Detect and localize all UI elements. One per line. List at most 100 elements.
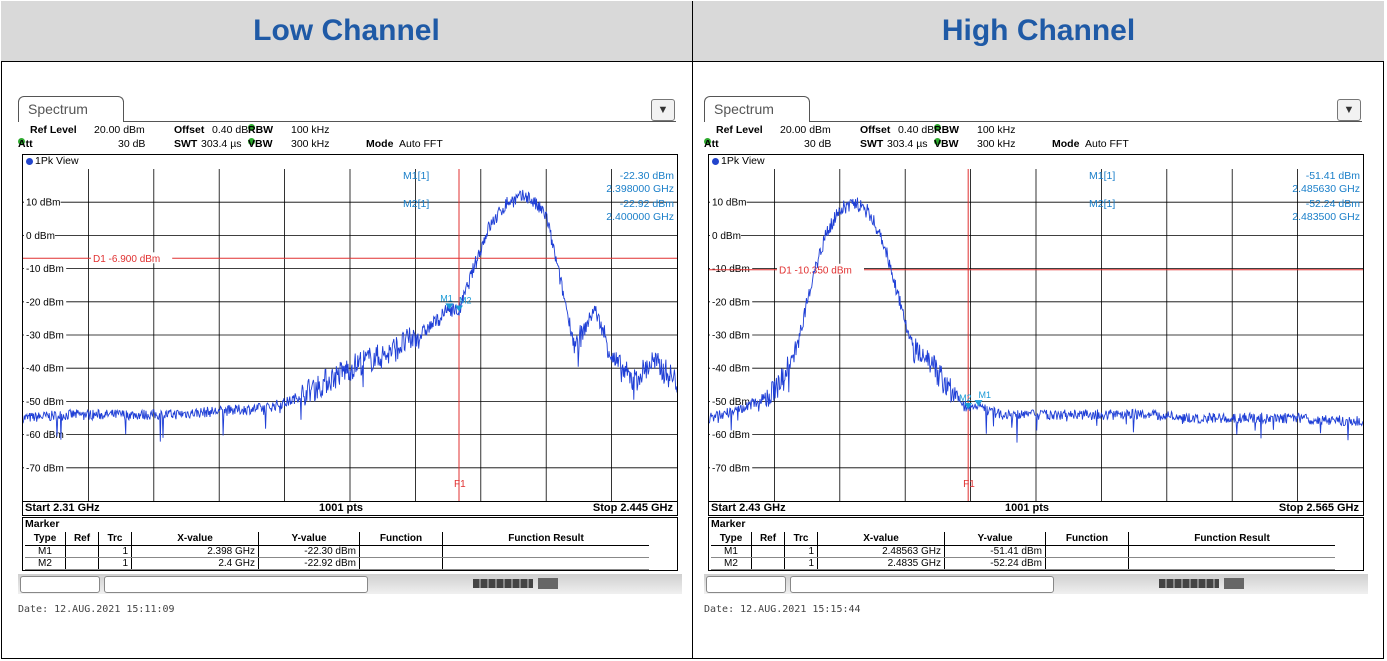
offset-value: 0.40 dB bbox=[212, 124, 249, 136]
rbw-value: 100 kHz bbox=[291, 124, 330, 136]
stop-frequency: Stop 2.565 GHz bbox=[1278, 502, 1359, 514]
y-tick-label: -30 dBm bbox=[712, 331, 750, 342]
y-tick-label: 0 dBm bbox=[712, 231, 741, 242]
status-field-2[interactable] bbox=[104, 576, 368, 593]
col-x-value: X-value bbox=[817, 532, 945, 546]
att-label: Att bbox=[704, 138, 719, 150]
col-function: Function bbox=[359, 532, 443, 546]
marker-grid: Type Ref Trc X-value Y-value Function Fu… bbox=[25, 532, 649, 570]
y-tick-label-bg bbox=[710, 196, 747, 208]
offset-label: Offset bbox=[174, 124, 205, 136]
marker-table-title: Marker bbox=[25, 518, 60, 530]
y-tick-label: -70 dBm bbox=[26, 463, 64, 474]
y-tick-label-bg bbox=[710, 395, 753, 407]
y-tick-label-bg bbox=[710, 295, 753, 307]
mode-label: Mode bbox=[366, 138, 394, 150]
marker-triangle bbox=[455, 305, 463, 312]
mode-label: Mode bbox=[1052, 138, 1080, 150]
y-tick-label-bg bbox=[24, 362, 67, 374]
spectrum-tab[interactable]: Spectrum bbox=[704, 96, 810, 122]
menu-icon[interactable]: ▼ bbox=[1337, 99, 1361, 121]
low-channel-panel: Spectrum ▼ Ref Level 20.00 dBm Offset 0.… bbox=[18, 96, 682, 616]
marker-readout-frequency: 2.485630 GHz bbox=[1292, 183, 1360, 195]
points-count: 1001 pts bbox=[1005, 502, 1050, 514]
vbw-value: 300 kHz bbox=[291, 138, 330, 150]
view-label: 1Pk View bbox=[712, 155, 765, 167]
mode-value: Auto FFT bbox=[1085, 138, 1129, 150]
y-tick-label-bg bbox=[24, 395, 67, 407]
frequency-line-label: F1 bbox=[454, 479, 466, 490]
plot-frame: 10 dBm 0 dBm -10 dBm -20 dBm -30 dBm -40 dBm -… bbox=[708, 154, 1364, 502]
view-label: 1Pk View bbox=[26, 155, 79, 167]
spectrum-trace bbox=[23, 189, 677, 442]
date-stamp: Date: 12.AUG.2021 15:15:44 bbox=[704, 604, 861, 615]
swt-value: 303.4 µs bbox=[201, 138, 242, 150]
status-field-1[interactable] bbox=[706, 576, 786, 593]
att-status-dot bbox=[18, 138, 25, 145]
display-line-label: D1 -6.900 dBm bbox=[93, 254, 160, 265]
progress-indicator bbox=[1159, 579, 1219, 588]
ref-level-label: Ref Level bbox=[30, 124, 77, 136]
display-line-label-bg bbox=[777, 263, 864, 275]
frequency-line-label: F1 bbox=[963, 479, 975, 490]
col-function-result: Function Result bbox=[1128, 532, 1335, 546]
rbw-label: RBW bbox=[248, 124, 274, 136]
marker-readout-name: M2[1] bbox=[403, 198, 429, 210]
status-field-1[interactable] bbox=[20, 576, 100, 593]
y-tick-label-bg bbox=[710, 461, 753, 473]
marker-readout-frequency: 2.398000 GHz bbox=[606, 183, 674, 195]
status-field-2[interactable] bbox=[790, 576, 1054, 593]
y-tick-label-bg bbox=[24, 461, 67, 473]
y-tick-label: -40 dBm bbox=[712, 364, 750, 375]
col-y-value: Y-value bbox=[944, 532, 1046, 546]
table-row[interactable]: M2 1 2.4 GHz -22.92 dBm bbox=[25, 557, 649, 570]
marker-label: M2 bbox=[459, 295, 472, 305]
col-function-result: Function Result bbox=[442, 532, 649, 546]
start-frequency: Start 2.43 GHz bbox=[711, 502, 786, 514]
att-value: 30 dB bbox=[118, 138, 146, 150]
vbw-label: VBW bbox=[934, 138, 959, 150]
ref-level-value: 20.00 dBm bbox=[94, 124, 145, 136]
frequency-footer: Start 2.31 GHz 1001 pts Stop 2.445 GHz bbox=[22, 502, 678, 516]
y-tick-label: -50 dBm bbox=[26, 397, 64, 408]
vbw-status-dot bbox=[934, 138, 941, 145]
table-row[interactable]: M1 1 2.398 GHz -22.30 dBm bbox=[25, 545, 649, 558]
swt-label: SWT bbox=[860, 138, 884, 150]
marker-label: M1 bbox=[440, 293, 453, 303]
rbw-label: RBW bbox=[934, 124, 960, 136]
att-status-dot bbox=[704, 138, 711, 145]
spectrum-trace bbox=[709, 197, 1363, 443]
spectrum-tab[interactable]: Spectrum bbox=[18, 96, 124, 122]
marker-readout-value: -52.24 dBm bbox=[1306, 198, 1361, 210]
points-count: 1001 pts bbox=[319, 502, 364, 514]
table-row[interactable]: M2 1 2.4835 GHz -52.24 dBm bbox=[711, 557, 1335, 570]
vbw-label: VBW bbox=[248, 138, 273, 150]
y-tick-label: -10 dBm bbox=[26, 264, 64, 275]
col-ref: Ref bbox=[751, 532, 785, 546]
settings-header: Ref Level 20.00 dBm Offset 0.40 dB RBW 1… bbox=[18, 123, 682, 155]
marker-table: Marker Type Ref Trc X-value Y-value Func… bbox=[708, 517, 1364, 571]
swt-label: SWT bbox=[174, 138, 198, 150]
y-tick-label-bg bbox=[710, 262, 753, 274]
marker-readout-value: -51.41 dBm bbox=[1306, 170, 1361, 182]
start-frequency: Start 2.31 GHz bbox=[25, 502, 100, 514]
offset-label: Offset bbox=[860, 124, 891, 136]
rbw-status-dot bbox=[248, 124, 255, 131]
menu-icon[interactable]: ▼ bbox=[651, 99, 675, 121]
marker-readout-name: M1[1] bbox=[1089, 170, 1115, 182]
y-tick-label-bg bbox=[24, 295, 67, 307]
marker-readout-value: -22.30 dBm bbox=[620, 170, 675, 182]
y-tick-label-bg bbox=[24, 329, 67, 340]
marker-triangle bbox=[964, 402, 973, 409]
vbw-status-dot bbox=[248, 138, 255, 145]
marker-label: M2 bbox=[959, 393, 972, 403]
marker-grid: Type Ref Trc X-value Y-value Function Fu… bbox=[711, 532, 1335, 570]
marker-table-title: Marker bbox=[711, 518, 746, 530]
status-bar bbox=[704, 574, 1368, 594]
col-ref: Ref bbox=[65, 532, 99, 546]
low-channel-title: Low Channel bbox=[253, 14, 440, 47]
y-tick-label-bg bbox=[24, 229, 55, 241]
table-row[interactable]: M1 1 2.48563 GHz -51.41 dBm bbox=[711, 545, 1335, 558]
